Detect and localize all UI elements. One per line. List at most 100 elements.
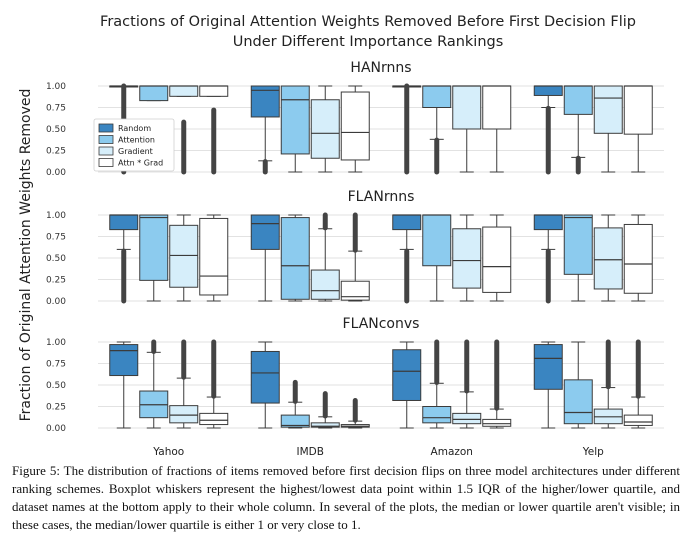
y-tick-label: 0.25 (46, 147, 66, 157)
legend-swatch (98, 135, 114, 144)
y-axis-label: Fraction of Original Attention Weights R… (18, 89, 34, 422)
figure-caption: Figure 5: The distribution of fractions … (12, 463, 680, 532)
legend-swatch (98, 146, 114, 156)
box-random (109, 214, 139, 304)
box-iqr (452, 412, 482, 425)
box-iqr (392, 214, 422, 231)
y-tick-label: 0.25 (46, 403, 66, 413)
box-attention (139, 85, 169, 102)
box-gradient (169, 339, 199, 429)
box-attn-grad (482, 339, 512, 429)
box-iqr (109, 214, 139, 231)
y-tick-label: 0.75 (46, 104, 66, 114)
box-random (250, 214, 280, 302)
box-attention (563, 85, 593, 175)
box-attention (563, 214, 593, 302)
y-tick-label: 1.00 (46, 82, 66, 92)
legend-frame (93, 118, 175, 172)
box-iqr (280, 414, 310, 428)
box-iqr (250, 214, 280, 250)
box-random (533, 85, 563, 175)
x-tick-label: IMDB (297, 446, 324, 458)
box-iqr (199, 85, 229, 97)
box-iqr (169, 85, 199, 97)
panel-title: FLANrnns (348, 189, 415, 205)
legend-swatch (98, 123, 114, 133)
box-gradient (169, 85, 199, 175)
box-iqr (280, 85, 310, 155)
box-gradient (169, 214, 199, 302)
box-attention (139, 214, 169, 302)
box-gradient (452, 214, 482, 302)
box-iqr (310, 269, 340, 300)
box-gradient (310, 391, 340, 429)
x-tick-label: Yelp (582, 446, 604, 458)
box-attention (422, 339, 452, 429)
box-iqr (563, 85, 593, 115)
box-attn-grad (340, 85, 370, 173)
legend: Random Attention Gradient Attn * Grad (93, 118, 175, 172)
y-tick-label: 0.50 (46, 125, 66, 135)
box-iqr (250, 350, 280, 404)
box-attn-grad (482, 85, 512, 173)
box-attn-grad (623, 339, 653, 429)
box-random (533, 341, 563, 429)
box-iqr (422, 406, 452, 424)
box-random (109, 341, 139, 429)
x-tick-label: Amazon (431, 446, 473, 458)
box-attention (280, 379, 310, 429)
box-gradient (452, 339, 482, 429)
box-attention (280, 214, 310, 302)
box-iqr (533, 344, 563, 390)
box-attn-grad (199, 85, 229, 175)
box-iqr (310, 422, 340, 428)
box-iqr (563, 214, 593, 275)
box-iqr (533, 85, 563, 96)
box-iqr (199, 217, 229, 296)
box-iqr (169, 224, 199, 288)
box-iqr (623, 223, 653, 294)
box-attention (563, 341, 593, 429)
legend-label: Random (118, 124, 151, 133)
box-iqr (452, 85, 482, 130)
y-tick-label: 0.75 (46, 360, 66, 370)
box-iqr (392, 349, 422, 401)
box-iqr (452, 228, 482, 289)
box-random (533, 214, 563, 304)
chart-title: Fractions of Original Attention Weights … (100, 14, 636, 30)
box-random (392, 83, 422, 175)
box-iqr (169, 405, 199, 424)
y-tick-label: 0.00 (46, 168, 66, 178)
box-gradient (593, 85, 623, 173)
boxplot-figure: Fractions of Original Attention Weights … (18, 14, 664, 458)
box-iqr (109, 344, 139, 377)
box-iqr (310, 99, 340, 159)
box-iqr (563, 379, 593, 425)
legend-label: Gradient (118, 147, 153, 156)
box-iqr (623, 85, 653, 135)
box-iqr (623, 414, 653, 426)
box-attention (422, 214, 452, 302)
box-iqr (280, 217, 310, 300)
box-iqr (139, 214, 169, 281)
x-category-labels: Yahoo IMDB Amazon Yelp (152, 446, 604, 458)
box-random (392, 341, 422, 429)
box-attn-grad (623, 85, 653, 173)
box-iqr (422, 214, 452, 267)
panel-flanrnns: FLANrnns 0.00 0.25 0.50 0.75 1.00 (46, 189, 664, 307)
box-iqr (482, 226, 512, 293)
box-attn-grad (623, 214, 653, 302)
box-iqr (139, 85, 169, 102)
box-iqr (593, 85, 623, 134)
box-attention (422, 85, 452, 175)
box-iqr (199, 412, 229, 426)
panels-layer: HANrnns 0.00 0.25 0.50 0.75 1.00 FLANrnns 0.00 0… (46, 60, 664, 434)
x-tick-label: Yahoo (152, 446, 184, 458)
chart-subtitle: Under Different Importance Rankings (233, 34, 504, 50)
box-gradient (593, 214, 623, 302)
legend-swatch (98, 158, 114, 167)
box-iqr (340, 280, 370, 301)
box-attention (280, 85, 310, 173)
panel-flanconvs: FLANconvs 0.00 0.25 0.50 0.75 1.00 (46, 316, 664, 434)
box-random (250, 341, 280, 429)
